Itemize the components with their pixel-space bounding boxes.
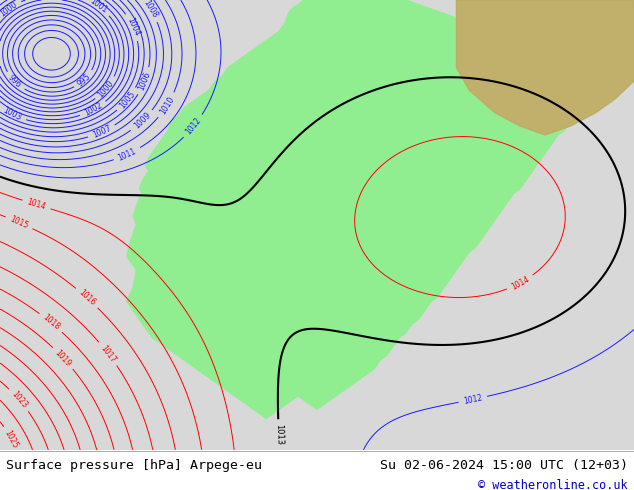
Text: 1017: 1017 bbox=[99, 343, 117, 364]
Text: 1003: 1003 bbox=[2, 106, 23, 122]
Text: 1002: 1002 bbox=[82, 101, 104, 118]
Text: 1025: 1025 bbox=[3, 429, 20, 450]
Polygon shape bbox=[456, 0, 634, 135]
Text: 1016: 1016 bbox=[77, 288, 97, 308]
Text: 1005: 1005 bbox=[117, 89, 137, 110]
Text: 1000: 1000 bbox=[96, 78, 116, 99]
Text: 1010: 1010 bbox=[158, 95, 176, 116]
Text: 1001: 1001 bbox=[87, 0, 108, 15]
Text: 1000: 1000 bbox=[0, 0, 19, 19]
Text: 1019: 1019 bbox=[53, 348, 73, 368]
Text: 1023: 1023 bbox=[10, 390, 29, 410]
Text: 1012: 1012 bbox=[463, 393, 483, 406]
Polygon shape bbox=[456, 0, 634, 135]
Text: 995: 995 bbox=[75, 72, 93, 88]
Text: 1013: 1013 bbox=[274, 424, 283, 445]
Text: 1009: 1009 bbox=[132, 111, 152, 131]
Text: 1014: 1014 bbox=[510, 274, 531, 292]
Text: Su 02-06-2024 15:00 UTC (12+03): Su 02-06-2024 15:00 UTC (12+03) bbox=[380, 459, 628, 471]
Text: 1014: 1014 bbox=[26, 197, 47, 212]
Text: Surface pressure [hPa] Arpege-eu: Surface pressure [hPa] Arpege-eu bbox=[6, 459, 262, 471]
Text: 1008: 1008 bbox=[141, 0, 159, 20]
Text: 1011: 1011 bbox=[117, 146, 138, 162]
Text: 996: 996 bbox=[6, 73, 23, 90]
Text: 1007: 1007 bbox=[91, 124, 112, 140]
Text: 1006: 1006 bbox=[137, 71, 152, 92]
Text: 1018: 1018 bbox=[41, 313, 61, 332]
Text: 1004: 1004 bbox=[125, 16, 141, 38]
Text: 1015: 1015 bbox=[8, 215, 30, 231]
Text: © weatheronline.co.uk: © weatheronline.co.uk bbox=[478, 479, 628, 490]
Polygon shape bbox=[127, 0, 577, 418]
Text: 1012: 1012 bbox=[184, 116, 203, 137]
